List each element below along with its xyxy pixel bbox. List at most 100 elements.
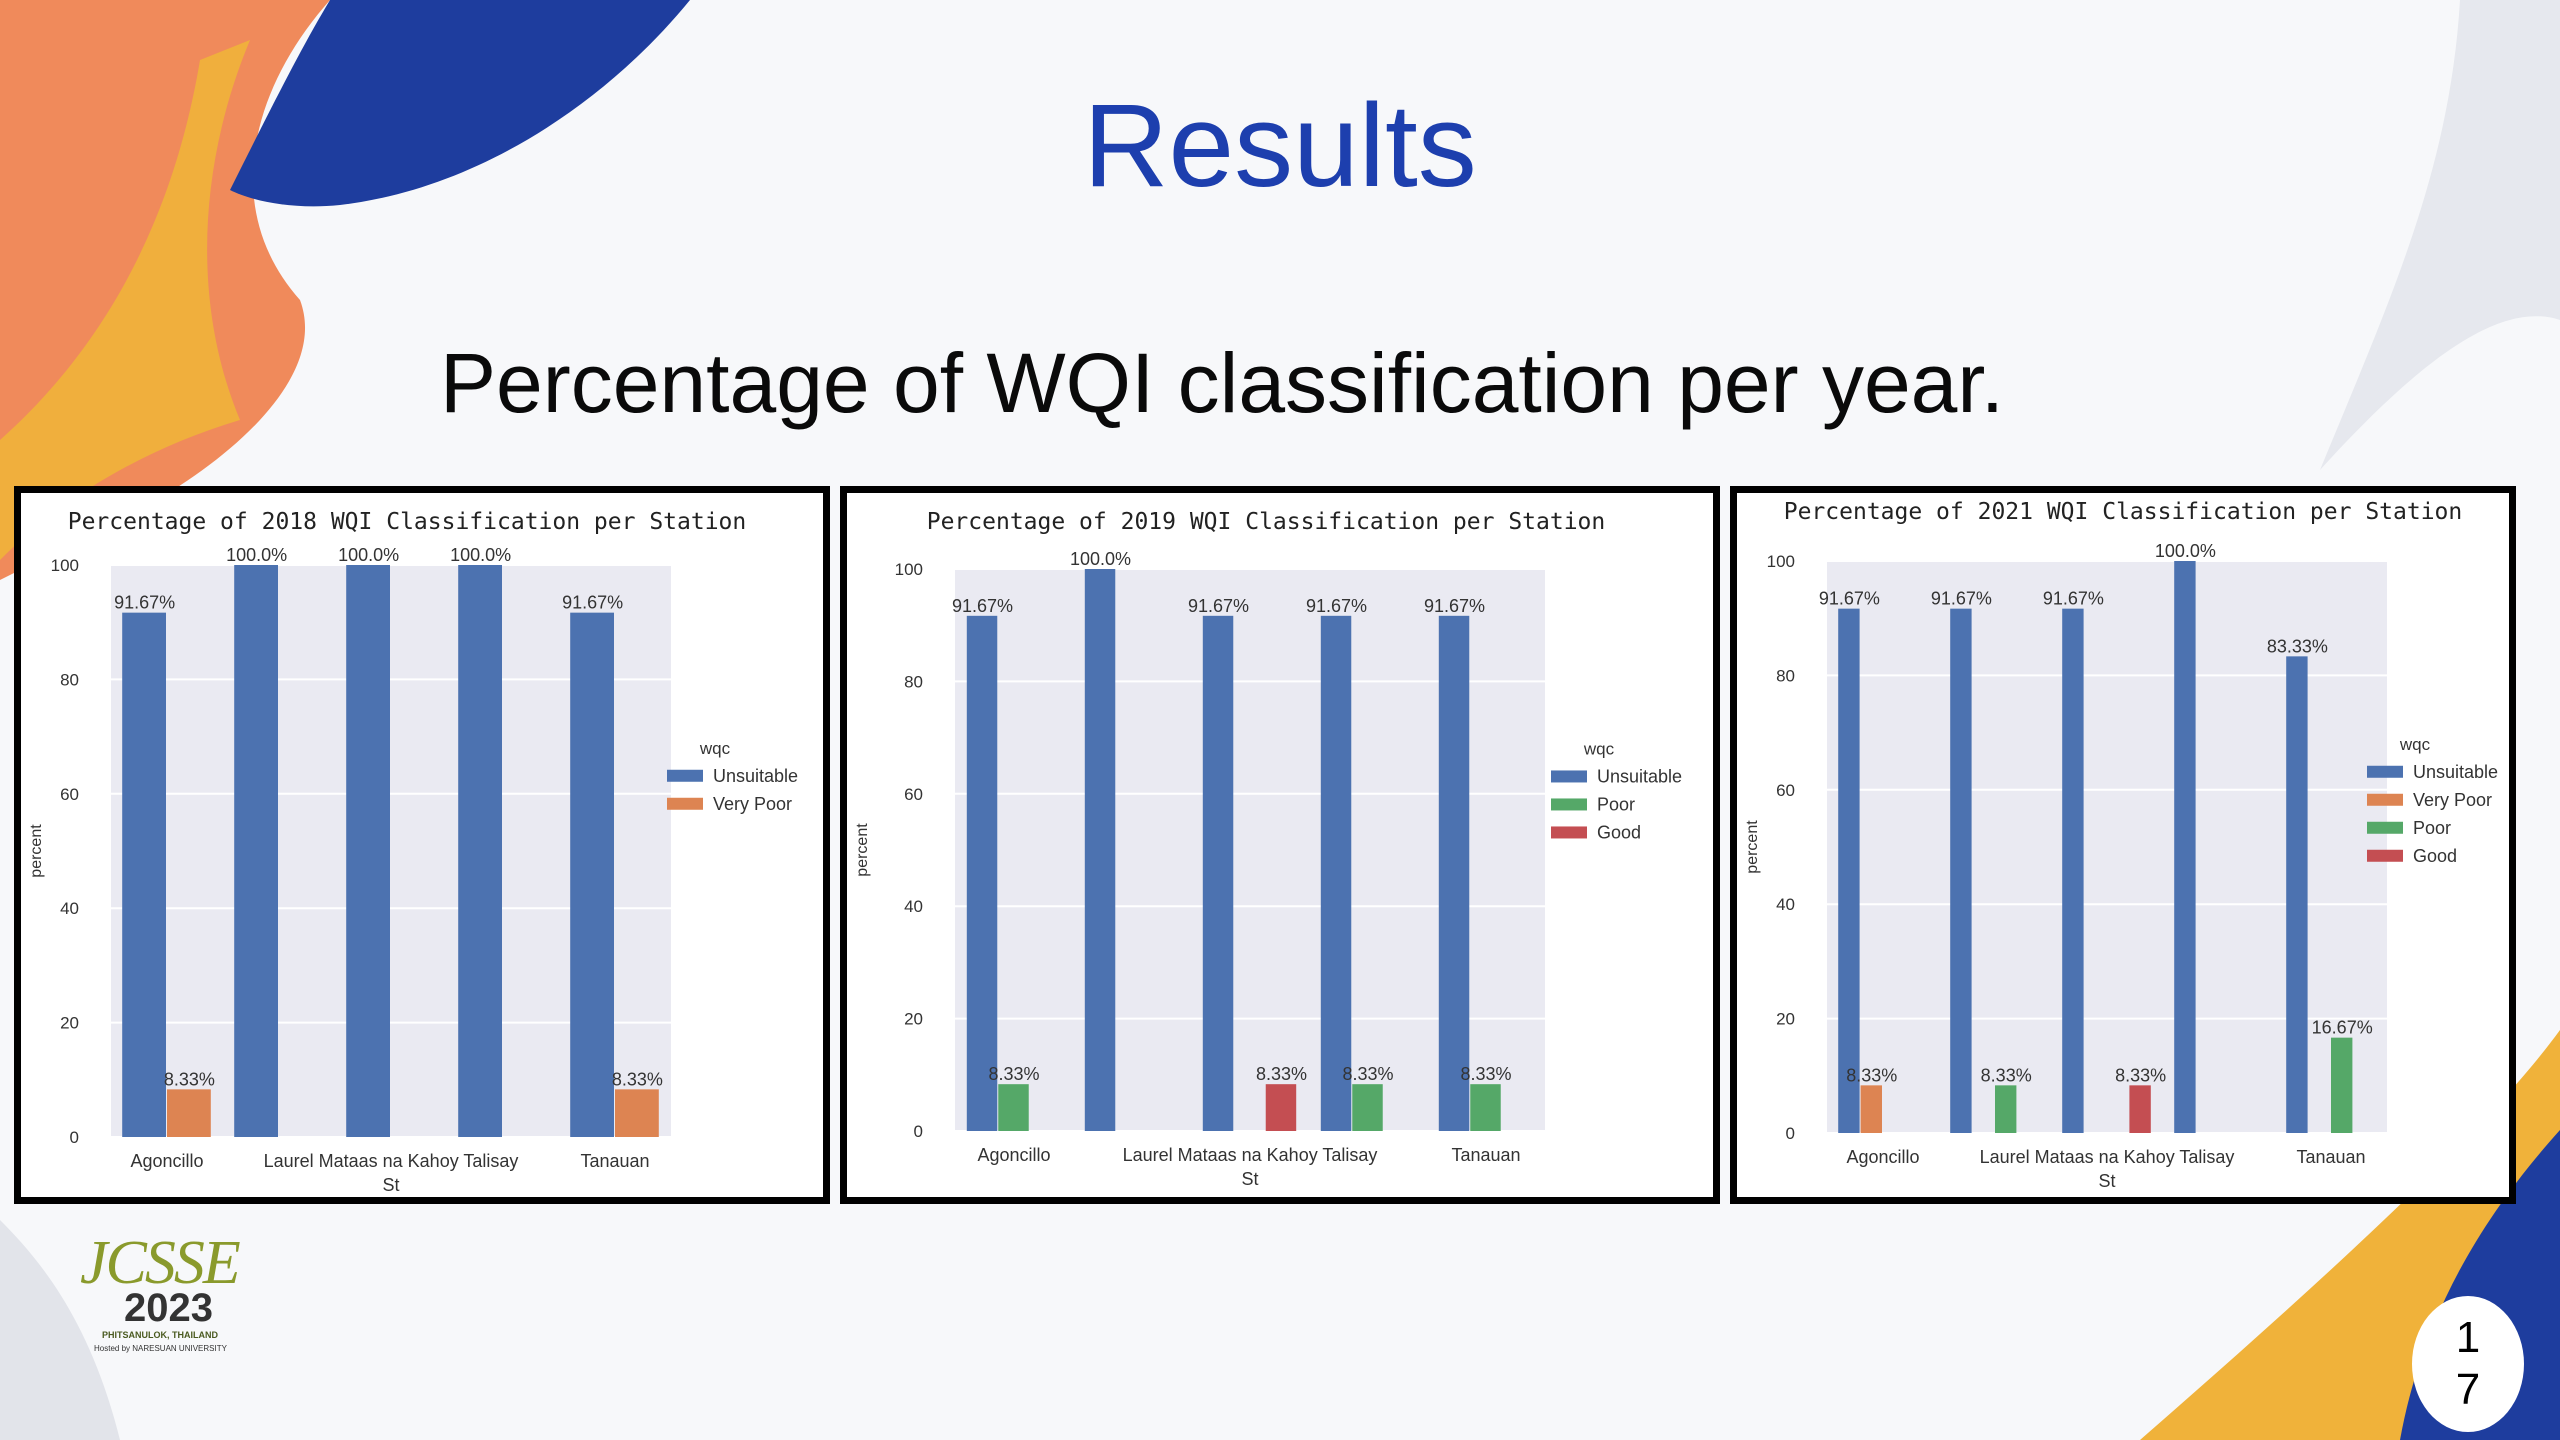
y-tick-label: 40 [60,899,79,918]
bar-unsuitable [234,565,278,1137]
legend-label: Poor [2413,818,2451,838]
x-tick-label: Agoncillo [1846,1147,1919,1167]
data-label: 100.0% [450,545,511,565]
bar-unsuitable [966,615,998,1131]
legend-swatch [2367,765,2403,778]
y-tick-label: 60 [60,785,79,804]
y-tick-label: 0 [1786,1124,1795,1143]
data-label: 100.0% [226,545,287,565]
logo-year: 2023 [124,1286,213,1330]
y-axis-label: percent [854,823,871,877]
y-tick-label: 100 [51,556,79,575]
bar-very-poor [167,1089,211,1137]
x-tick-label: Laurel Mataas na Kahoy Talisay [264,1151,519,1171]
data-label: 91.67% [1931,589,1992,609]
data-label: 8.33% [1846,1065,1897,1085]
legend-swatch [1551,826,1587,839]
data-label: 8.33% [1460,1064,1511,1084]
legend-title: wqc [699,739,731,758]
logo-location: PHITSANULOK, THAILAND [102,1330,218,1340]
y-tick-label: 60 [1776,781,1795,800]
legend-swatch [2367,849,2403,862]
legend-label: Unsuitable [1597,766,1682,786]
data-label: 8.33% [1342,1064,1393,1084]
logo-text: JCSSE [80,1229,241,1297]
y-tick-label: 100 [1767,552,1795,571]
page-number-line2: 7 [2455,1365,2481,1414]
x-tick-label: St [382,1175,399,1195]
legend-label: Very Poor [2413,790,2492,810]
legend-swatch [2367,821,2403,834]
bar-poor [1470,1084,1501,1131]
bar-unsuitable [346,565,390,1137]
y-axis-label: percent [28,824,45,878]
slide-subtitle: Percentage of WQI classification per yea… [440,336,2005,430]
y-tick-label: 20 [60,1014,79,1033]
y-tick-label: 20 [904,1010,923,1029]
chart-2018: Percentage of 2018 WQI Classification pe… [28,509,798,1195]
legend-label: Very Poor [713,794,792,814]
logo-host: Hosted by NARESUAN UNIVERSITY [94,1344,227,1353]
bar-unsuitable [1202,615,1234,1131]
legend-swatch [1551,770,1587,783]
bar-unsuitable [1950,608,1972,1133]
legend-label: Unsuitable [713,766,798,786]
bottom-left-light-wave [0,1220,120,1440]
x-tick-label: Laurel Mataas na Kahoy Talisay [1123,1145,1378,1165]
data-label: 8.33% [164,1069,215,1089]
y-tick-label: 0 [70,1128,79,1147]
legend-title: wqc [1583,739,1615,758]
y-tick-label: 40 [1776,895,1795,914]
data-label: 100.0% [1070,549,1131,569]
jcsse-2023-logo: JCSSE 2023 PHITSANULOK, THAILAND Hosted … [80,1228,270,1358]
data-label: 8.33% [612,1069,663,1089]
chart-title: Percentage of 2021 WQI Classification pe… [1784,499,2463,525]
top-left-blue-wave [230,0,690,207]
x-tick-label: Tanauan [1451,1145,1520,1165]
bar-unsuitable [122,612,166,1137]
bar-unsuitable [458,565,502,1137]
bar-good [1265,1084,1297,1131]
x-tick-label: Tanauan [580,1151,649,1171]
legend-label: Unsuitable [2413,762,2498,782]
top-right-light-wave [2320,0,2560,470]
data-label: 8.33% [988,1064,1039,1084]
y-tick-label: 20 [1776,1010,1795,1029]
legend-swatch [667,797,703,810]
data-label: 100.0% [338,545,399,565]
bar-unsuitable [1320,615,1352,1131]
data-label: 91.67% [1306,596,1367,616]
y-tick-label: 0 [914,1122,923,1141]
legend-swatch [667,769,703,782]
bar-poor [1352,1084,1383,1131]
chart-title: Percentage of 2018 WQI Classification pe… [68,509,747,535]
data-label: 8.33% [1981,1065,2032,1085]
x-tick-label: St [1241,1169,1258,1189]
chart-2021: Percentage of 2021 WQI Classification pe… [1744,499,2498,1191]
bar-poor [2331,1037,2353,1133]
bar-very-poor [615,1089,659,1137]
page-number-badge: 1 7 [2412,1296,2524,1432]
data-label: 91.67% [1188,596,1249,616]
x-tick-label: Tanauan [2296,1147,2365,1167]
legend-label: Good [1597,822,1641,842]
data-label: 91.67% [952,596,1013,616]
data-label: 16.67% [2312,1018,2373,1038]
slide-title: Results [1083,80,1477,212]
bar-unsuitable [1838,608,1860,1133]
data-label: 91.67% [2043,589,2104,609]
chart-panel-2018: Percentage of 2018 WQI Classification pe… [14,486,830,1204]
y-tick-label: 100 [895,560,923,579]
x-tick-label: St [2098,1171,2115,1191]
y-tick-label: 80 [904,672,923,691]
data-label: 100.0% [2155,541,2216,561]
chart-title: Percentage of 2019 WQI Classification pe… [927,509,1606,535]
legend-swatch [2367,793,2403,806]
y-axis-label: percent [1744,820,1761,874]
data-label: 8.33% [2115,1065,2166,1085]
x-tick-label: Agoncillo [977,1145,1050,1165]
bar-unsuitable [1084,569,1116,1131]
bar-unsuitable [2062,608,2084,1133]
legend-label: Good [2413,846,2457,866]
y-tick-label: 80 [60,670,79,689]
